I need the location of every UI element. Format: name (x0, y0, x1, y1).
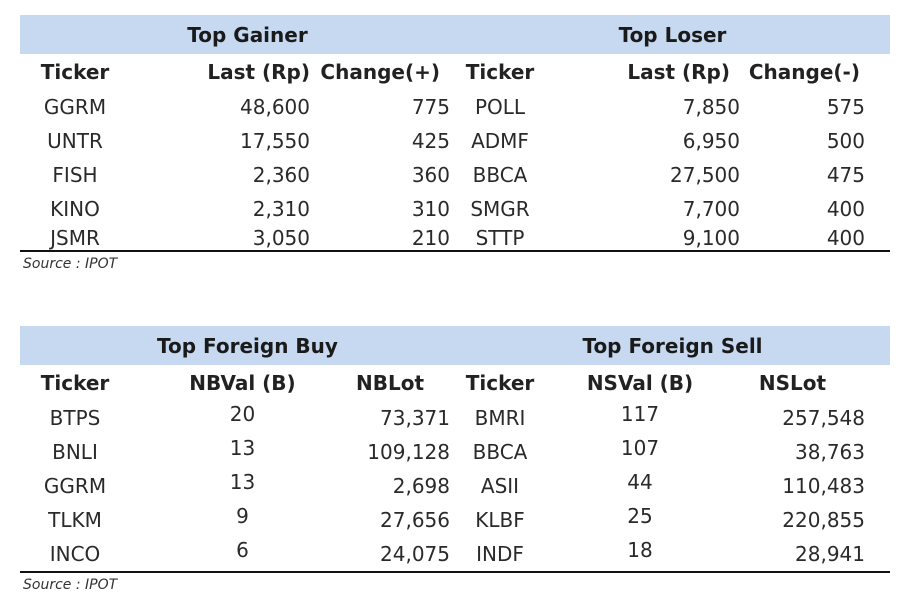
header-nsval: NSVal (B) (586, 371, 694, 395)
cell-nbval: 20 (229, 402, 256, 426)
cell-ticker: ADMF (471, 129, 529, 153)
cell-nbval: 9 (236, 504, 249, 528)
cell-nsval: 18 (627, 538, 653, 562)
source-note: Source : IPOT (23, 256, 118, 272)
cell-nslot: 257,548 (782, 406, 865, 430)
table-row: GGRM 13 2,698 ASII 44 110,483 (20, 469, 890, 503)
cell-ticker: TLKM (48, 508, 102, 532)
cell-change: 500 (826, 129, 865, 153)
header-row: Ticker Last (Rp) Change(+) Ticker Last (… (20, 54, 890, 90)
cell-nblot: 24,075 (380, 542, 450, 566)
header-ticker: Ticker (40, 60, 110, 84)
cell-nbval: 13 (229, 470, 256, 494)
cell-ticker: ASII (480, 474, 520, 498)
header-last: Last (Rp) (207, 60, 310, 84)
cell-ticker: BMRI (474, 406, 526, 430)
cell-last: 48,600 (240, 95, 310, 119)
cell-change: 400 (826, 226, 865, 250)
cell-ticker: UNTR (47, 129, 103, 153)
table-row: GGRM 48,600 775 POLL 7,850 575 (20, 90, 890, 124)
top-foreign-buy-title: Top Foreign Buy (157, 333, 338, 358)
header-change-plus: Change(+) (320, 60, 440, 84)
header-nbval: NBVal (B) (189, 371, 296, 395)
cell-last: 2,310 (252, 197, 310, 221)
cell-nslot: 110,483 (782, 474, 865, 498)
foreign-flow-table: Top Foreign Buy Top Foreign Sell Ticker … (20, 326, 890, 593)
table-row: JSMR 3,050 210 STTP 9,100 400 (20, 226, 890, 250)
cell-change: 360 (411, 163, 450, 187)
cell-ticker: POLL (474, 95, 526, 119)
cell-ticker: BTPS (49, 406, 101, 430)
header-nslot: NSLot (758, 371, 827, 395)
cell-ticker: BNLI (52, 440, 98, 464)
cell-change: 475 (826, 163, 865, 187)
cell-nsval: 44 (627, 470, 653, 494)
cell-ticker: JSMR (50, 226, 100, 250)
header-row: Ticker NBVal (B) NBLot Ticker NSVal (B) … (20, 365, 890, 401)
cell-nslot: 220,855 (782, 508, 865, 532)
bottom-rule (20, 250, 890, 252)
cell-change: 425 (411, 129, 450, 153)
table-row: BTPS 20 73,371 BMRI 117 257,548 (20, 401, 890, 435)
cell-ticker: SMGR (470, 197, 530, 221)
cell-nblot: 109,128 (367, 440, 450, 464)
cell-change: 310 (411, 197, 450, 221)
cell-last: 27,500 (670, 163, 740, 187)
header-ticker: Ticker (40, 371, 110, 395)
table-row: KINO 2,310 310 SMGR 7,700 400 (20, 192, 890, 226)
cell-ticker: STTP (475, 226, 525, 250)
table-row: FISH 2,360 360 BBCA 27,500 475 (20, 158, 890, 192)
cell-ticker: KLBF (475, 508, 525, 532)
cell-ticker: BBCA (472, 163, 528, 187)
cell-last: 17,550 (240, 129, 310, 153)
cell-last: 9,100 (682, 226, 740, 250)
source-note: Source : IPOT (23, 577, 118, 593)
cell-ticker: KINO (50, 197, 100, 221)
top-loser-title: Top Loser (618, 22, 727, 47)
header-ticker: Ticker (465, 371, 535, 395)
cell-nblot: 27,656 (380, 508, 450, 532)
cell-nbval: 13 (229, 436, 256, 460)
cell-last: 7,700 (682, 197, 740, 221)
title-band: Top Foreign Buy Top Foreign Sell (20, 326, 890, 365)
header-change-minus: Change(-) (748, 60, 860, 84)
cell-nblot: 2,698 (392, 474, 450, 498)
cell-ticker: INDF (476, 542, 524, 566)
cell-last: 3,050 (252, 226, 310, 250)
cell-ticker: FISH (52, 163, 98, 187)
cell-ticker: BBCA (472, 440, 528, 464)
cell-last: 6,950 (682, 129, 740, 153)
cell-nsval: 107 (620, 436, 660, 460)
cell-change: 210 (411, 226, 450, 250)
cell-nblot: 73,371 (380, 406, 450, 430)
header-nblot: NBLot (355, 371, 425, 395)
cell-nslot: 28,941 (795, 542, 865, 566)
title-band: Top Gainer Top Loser (20, 15, 890, 54)
bottom-rule (20, 571, 890, 573)
cell-nbval: 6 (236, 538, 249, 562)
cell-change: 400 (826, 197, 865, 221)
cell-last: 2,360 (252, 163, 310, 187)
top-gainer-title: Top Gainer (187, 22, 308, 47)
cell-change: 575 (826, 95, 865, 119)
cell-nsval: 25 (627, 504, 653, 528)
table-row: UNTR 17,550 425 ADMF 6,950 500 (20, 124, 890, 158)
cell-ticker: GGRM (43, 95, 107, 119)
cell-change: 775 (411, 95, 450, 119)
cell-nslot: 38,763 (795, 440, 865, 464)
header-last: Last (Rp) (627, 60, 730, 84)
header-ticker: Ticker (465, 60, 535, 84)
table-row: BNLI 13 109,128 BBCA 107 38,763 (20, 435, 890, 469)
cell-last: 7,850 (682, 95, 740, 119)
cell-ticker: GGRM (43, 474, 107, 498)
top-foreign-sell-title: Top Foreign Sell (582, 333, 763, 358)
table-row: TLKM 9 27,656 KLBF 25 220,855 (20, 503, 890, 537)
cell-ticker: INCO (49, 542, 101, 566)
cell-nsval: 117 (620, 402, 660, 426)
gainers-losers-table: Top Gainer Top Loser Ticker Last (Rp) Ch… (20, 15, 890, 272)
table-row: INCO 6 24,075 INDF 18 28,941 (20, 537, 890, 571)
